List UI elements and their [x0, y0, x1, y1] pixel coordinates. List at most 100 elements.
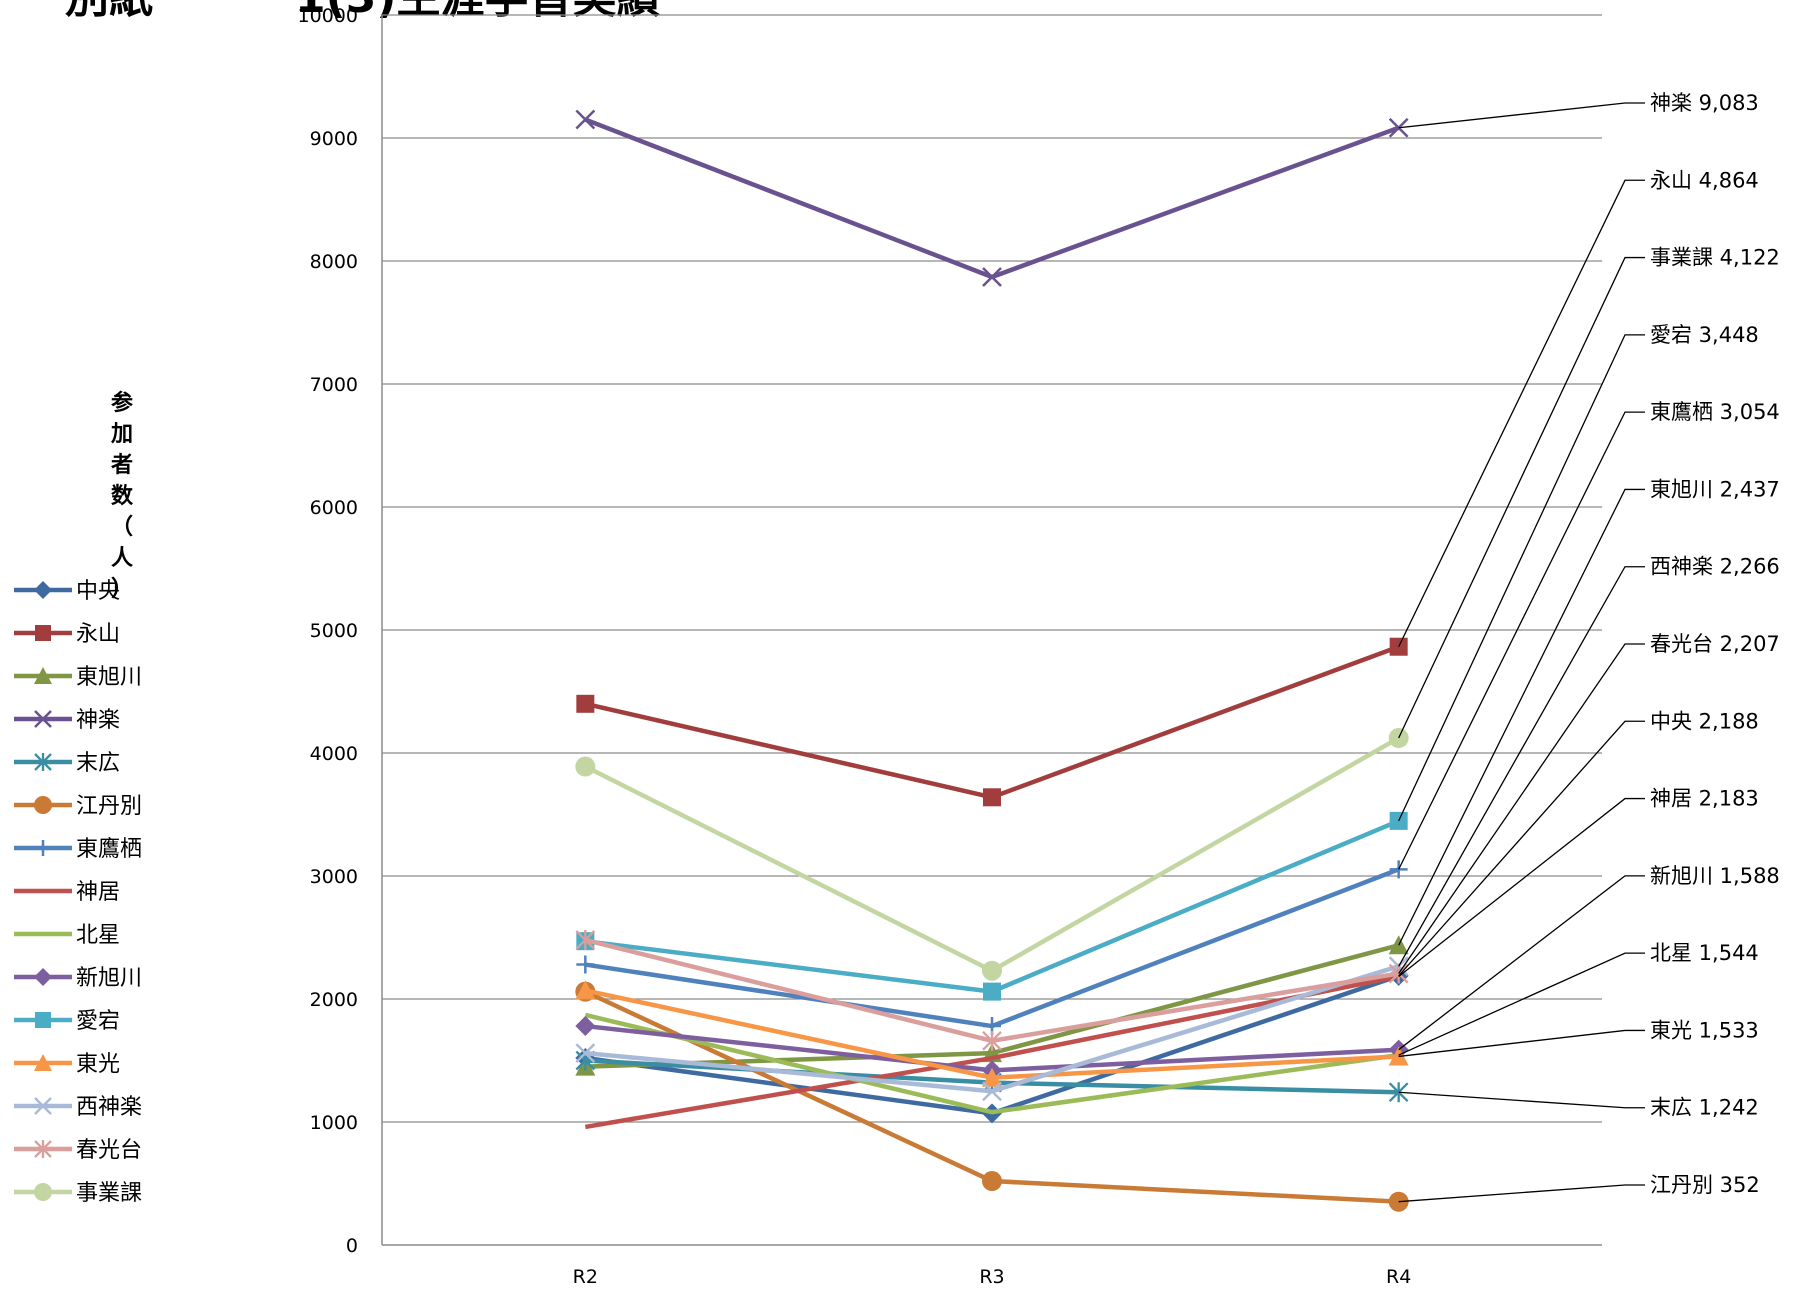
callout-label: 春光台 2,207: [1650, 632, 1780, 656]
callout-春光台: 春光台 2,207: [1398, 632, 1780, 974]
data-point: [575, 980, 596, 1000]
callout-label: 愛宕 3,448: [1650, 323, 1759, 347]
legend-label: 事業課: [76, 1181, 142, 1206]
callout-label: 東旭川 2,437: [1650, 477, 1780, 501]
callout-label: 東鷹栖 3,054: [1650, 400, 1780, 424]
series-line: [584, 974, 1400, 1130]
callout-label: 東光 1,533: [1650, 1018, 1759, 1042]
callout-北星: 北星 1,544: [1398, 941, 1759, 1056]
leader-line: [1398, 566, 1645, 967]
series-事業課: [575, 727, 1409, 981]
leader-line: [1398, 720, 1645, 977]
callout-東光: 東光 1,533: [1398, 1018, 1759, 1058]
x-tick-label: R2: [573, 1266, 598, 1288]
callout-label: 新旭川 1,588: [1650, 864, 1780, 888]
legend-label: 愛宕: [76, 1009, 120, 1034]
leader-line: [1398, 256, 1645, 739]
series-line: [584, 644, 1400, 800]
legend-item: 末広: [14, 751, 120, 776]
y-tick-label: 1000: [310, 1112, 358, 1134]
y-tick-label: 10000: [298, 5, 358, 27]
callout-label: 神居 2,183: [1650, 787, 1759, 811]
y-tick-label: 2000: [310, 989, 358, 1011]
callout-新旭川: 新旭川 1,588: [1398, 864, 1780, 1051]
data-point: [983, 982, 1001, 1001]
y-tick-label: 0: [346, 1235, 358, 1257]
data-point: [982, 960, 1002, 981]
series-line: [584, 1012, 1399, 1115]
y-tick-label: 6000: [310, 497, 358, 519]
data-point: [34, 968, 52, 986]
leader-line: [1398, 1029, 1645, 1058]
data-point: [575, 1043, 596, 1064]
legend-item: 江丹別: [14, 794, 142, 819]
legend-item: 中央: [14, 579, 120, 604]
callout-中央: 中央 2,188: [1398, 709, 1759, 977]
leader-line: [1398, 1091, 1645, 1109]
legend-label: 東旭川: [76, 665, 142, 690]
legend-item: 神居: [14, 880, 120, 905]
y-tick-label: 4000: [310, 743, 358, 765]
callout-label: 西神楽 2,266: [1650, 555, 1780, 579]
callout-label: 神楽 9,083: [1650, 91, 1759, 115]
data-point: [34, 581, 52, 599]
data-point: [34, 1140, 52, 1158]
data-point: [982, 1067, 1002, 1087]
callout-label: 事業課 4,122: [1650, 246, 1780, 270]
leader-line: [1398, 179, 1645, 648]
callout-label: 北星 1,544: [1650, 941, 1759, 965]
data-point: [34, 1183, 52, 1201]
leader-line: [1398, 488, 1645, 946]
leader-line: [1398, 875, 1645, 1051]
leader-line: [1398, 102, 1645, 129]
series-東鷹栖: [576, 860, 1408, 1036]
leader-line: [1398, 952, 1645, 1056]
legend-item: 東旭川: [14, 665, 142, 690]
legend-item: 春光台: [14, 1138, 142, 1163]
data-point: [35, 1012, 51, 1028]
callout-江丹別: 江丹別 352: [1398, 1173, 1760, 1203]
legend-item: 北星: [14, 923, 120, 948]
data-point: [34, 1054, 52, 1071]
data-point: [575, 929, 596, 950]
data-point: [575, 109, 596, 130]
legend-label: 江丹別: [76, 794, 142, 819]
callout-神楽: 神楽 9,083: [1398, 91, 1759, 129]
legend-label: 東鷹栖: [76, 837, 142, 862]
series-神楽: [575, 109, 1409, 287]
y-tick-label: 5000: [310, 620, 358, 642]
legend-item: 新旭川: [14, 966, 142, 991]
callout-label: 中央 2,188: [1650, 709, 1759, 733]
legend-item: 西神楽: [14, 1095, 142, 1120]
callout-label: 末広 1,242: [1650, 1096, 1759, 1120]
callout-愛宕: 愛宕 3,448: [1398, 323, 1759, 822]
legend-label: 末広: [76, 751, 120, 776]
legend-label: 中央: [76, 579, 120, 604]
data-point: [575, 756, 596, 777]
legend-label: 新旭川: [76, 966, 142, 991]
y-axis-title: 参加者数（人）: [110, 390, 134, 602]
legend-item: 永山: [14, 622, 120, 647]
header-left-fragment: 別紙: [65, 0, 153, 23]
y-tick-label: 7000: [310, 374, 358, 396]
series-永山: [576, 637, 1408, 807]
data-point: [982, 1081, 1002, 1102]
legend-label: 春光台: [76, 1138, 142, 1163]
callout-神居: 神居 2,183: [1398, 787, 1759, 978]
header-right-fragment: 1(3)生涯学習実績: [295, 0, 660, 23]
legend-label: 東光: [76, 1052, 120, 1077]
y-tick-label: 3000: [310, 866, 358, 888]
callout-東鷹栖: 東鷹栖 3,054: [1398, 400, 1780, 870]
data-point: [34, 796, 52, 814]
callout-label: 永山 4,864: [1650, 168, 1759, 192]
y-tick-label: 8000: [310, 251, 358, 273]
data-point: [34, 753, 52, 771]
legend-item: 東光: [14, 1052, 120, 1077]
legend-item: 神楽: [14, 708, 120, 733]
data-point: [34, 710, 52, 728]
callout-西神楽: 西神楽 2,266: [1398, 555, 1780, 967]
legend-item: 東鷹栖: [14, 837, 142, 862]
legend-item: 愛宕: [14, 1009, 120, 1034]
data-point: [982, 267, 1002, 287]
